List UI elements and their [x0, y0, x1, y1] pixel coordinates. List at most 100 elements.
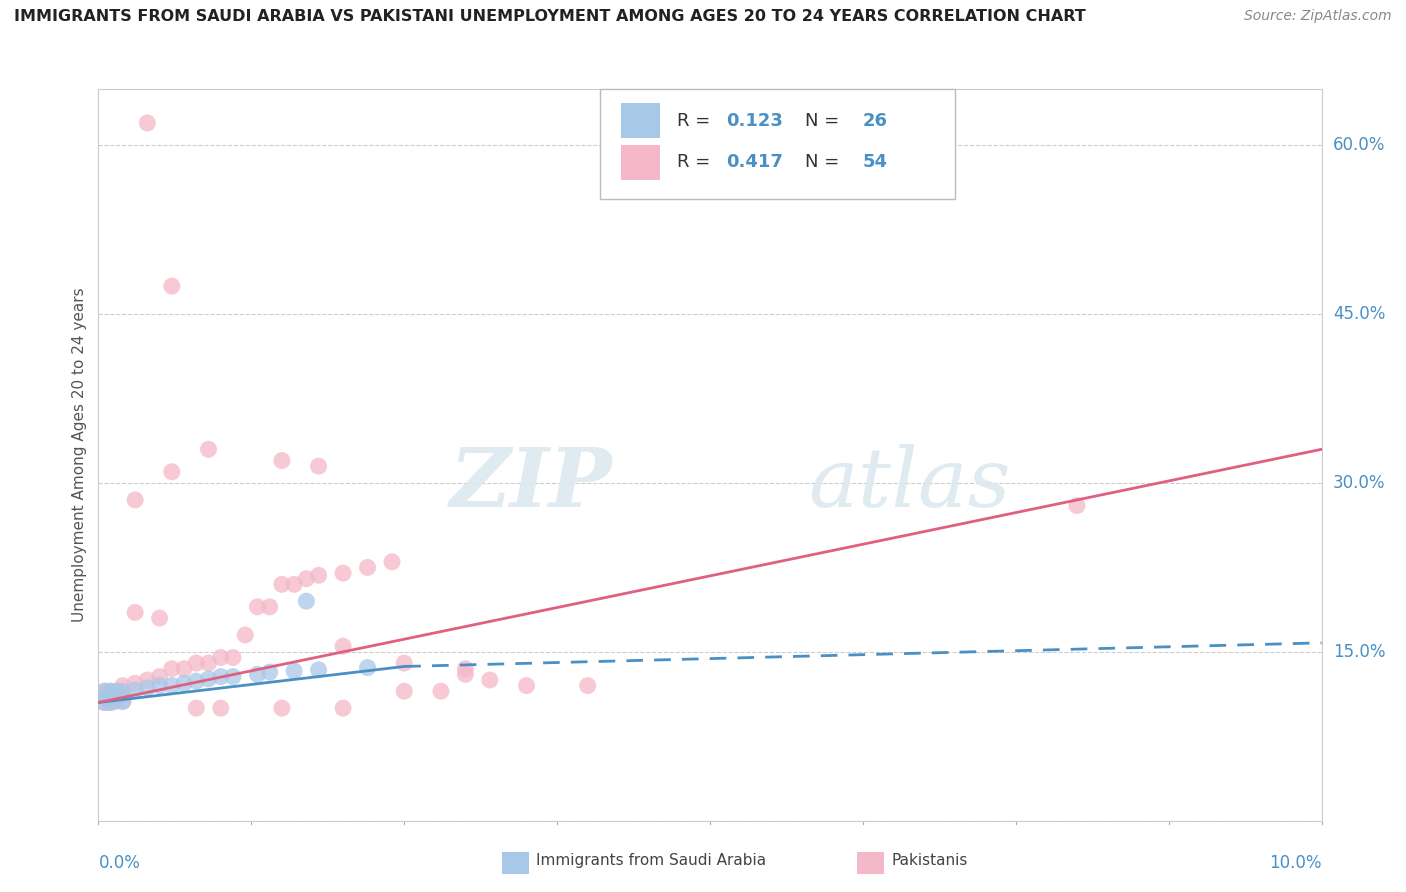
Text: 0.417: 0.417	[725, 153, 783, 171]
Text: atlas: atlas	[808, 444, 1011, 524]
Point	[136, 673, 159, 687]
Point	[111, 688, 134, 702]
Point	[124, 606, 146, 620]
FancyBboxPatch shape	[856, 852, 884, 874]
Point	[93, 690, 115, 704]
Point	[246, 667, 269, 681]
Text: Source: ZipAtlas.com: Source: ZipAtlas.com	[1244, 9, 1392, 23]
Point	[308, 459, 330, 474]
Point	[283, 577, 305, 591]
Point	[100, 696, 122, 710]
Point	[246, 599, 269, 614]
Point	[160, 279, 183, 293]
Point	[136, 116, 159, 130]
Point	[209, 701, 232, 715]
Point	[111, 679, 134, 693]
Point	[100, 696, 122, 710]
Point	[454, 667, 477, 681]
Point	[173, 676, 195, 690]
Point	[186, 656, 208, 670]
Text: 45.0%: 45.0%	[1333, 305, 1385, 323]
Point	[332, 639, 354, 653]
Point	[197, 442, 219, 457]
Point	[173, 662, 195, 676]
Point	[454, 662, 477, 676]
Text: IMMIGRANTS FROM SAUDI ARABIA VS PAKISTANI UNEMPLOYMENT AMONG AGES 20 TO 24 YEARS: IMMIGRANTS FROM SAUDI ARABIA VS PAKISTAN…	[14, 9, 1085, 24]
Point	[209, 650, 232, 665]
Point	[111, 694, 134, 708]
Point	[105, 684, 128, 698]
Point	[160, 662, 183, 676]
Point	[100, 684, 122, 698]
Point	[270, 453, 292, 467]
Point	[332, 701, 354, 715]
Text: 15.0%: 15.0%	[1333, 643, 1385, 661]
Text: 26: 26	[863, 112, 889, 129]
Point	[197, 656, 219, 670]
Point	[105, 694, 128, 708]
Point	[392, 684, 416, 698]
Point	[332, 566, 354, 580]
Point	[186, 674, 208, 689]
Text: 0.0%: 0.0%	[98, 854, 141, 871]
Point	[124, 492, 146, 507]
FancyBboxPatch shape	[620, 145, 659, 180]
Point	[356, 660, 378, 674]
Point	[105, 684, 128, 698]
Point	[100, 690, 122, 704]
Text: 0.123: 0.123	[725, 112, 783, 129]
Point	[381, 555, 404, 569]
Point	[430, 684, 453, 698]
Point	[270, 701, 292, 715]
Point	[93, 696, 115, 710]
Point	[308, 568, 330, 582]
Point	[295, 594, 318, 608]
FancyBboxPatch shape	[502, 852, 529, 874]
Text: Pakistanis: Pakistanis	[891, 854, 967, 869]
Point	[160, 465, 183, 479]
Text: Immigrants from Saudi Arabia: Immigrants from Saudi Arabia	[536, 854, 766, 869]
Text: 54: 54	[863, 153, 889, 171]
Point	[222, 670, 245, 684]
Text: R =: R =	[678, 112, 716, 129]
Point	[516, 679, 538, 693]
Point	[93, 690, 115, 704]
Point	[576, 679, 599, 693]
FancyBboxPatch shape	[620, 103, 659, 138]
Point	[149, 611, 172, 625]
Point	[105, 688, 128, 702]
Point	[295, 572, 318, 586]
Point	[136, 681, 159, 695]
Point	[1066, 499, 1088, 513]
Point	[124, 676, 146, 690]
Point	[149, 670, 172, 684]
Text: 30.0%: 30.0%	[1333, 474, 1385, 492]
Text: N =: N =	[806, 153, 845, 171]
Point	[149, 679, 172, 693]
Point	[259, 665, 281, 679]
Point	[93, 696, 115, 710]
Text: N =: N =	[806, 112, 845, 129]
Point	[197, 672, 219, 686]
Point	[356, 560, 378, 574]
Point	[160, 679, 183, 693]
Point	[478, 673, 501, 687]
Y-axis label: Unemployment Among Ages 20 to 24 years: Unemployment Among Ages 20 to 24 years	[72, 287, 87, 623]
Point	[111, 694, 134, 708]
Point	[105, 693, 128, 707]
FancyBboxPatch shape	[600, 89, 955, 199]
Point	[308, 663, 330, 677]
Text: ZIP: ZIP	[450, 444, 612, 524]
Text: 60.0%: 60.0%	[1333, 136, 1385, 154]
Point	[392, 656, 416, 670]
Point	[93, 684, 115, 698]
Point	[270, 577, 292, 591]
Point	[209, 670, 232, 684]
Point	[100, 684, 122, 698]
Text: R =: R =	[678, 153, 716, 171]
Point	[111, 684, 134, 698]
Text: 10.0%: 10.0%	[1270, 854, 1322, 871]
Point	[233, 628, 256, 642]
Point	[186, 701, 208, 715]
Point	[259, 599, 281, 614]
